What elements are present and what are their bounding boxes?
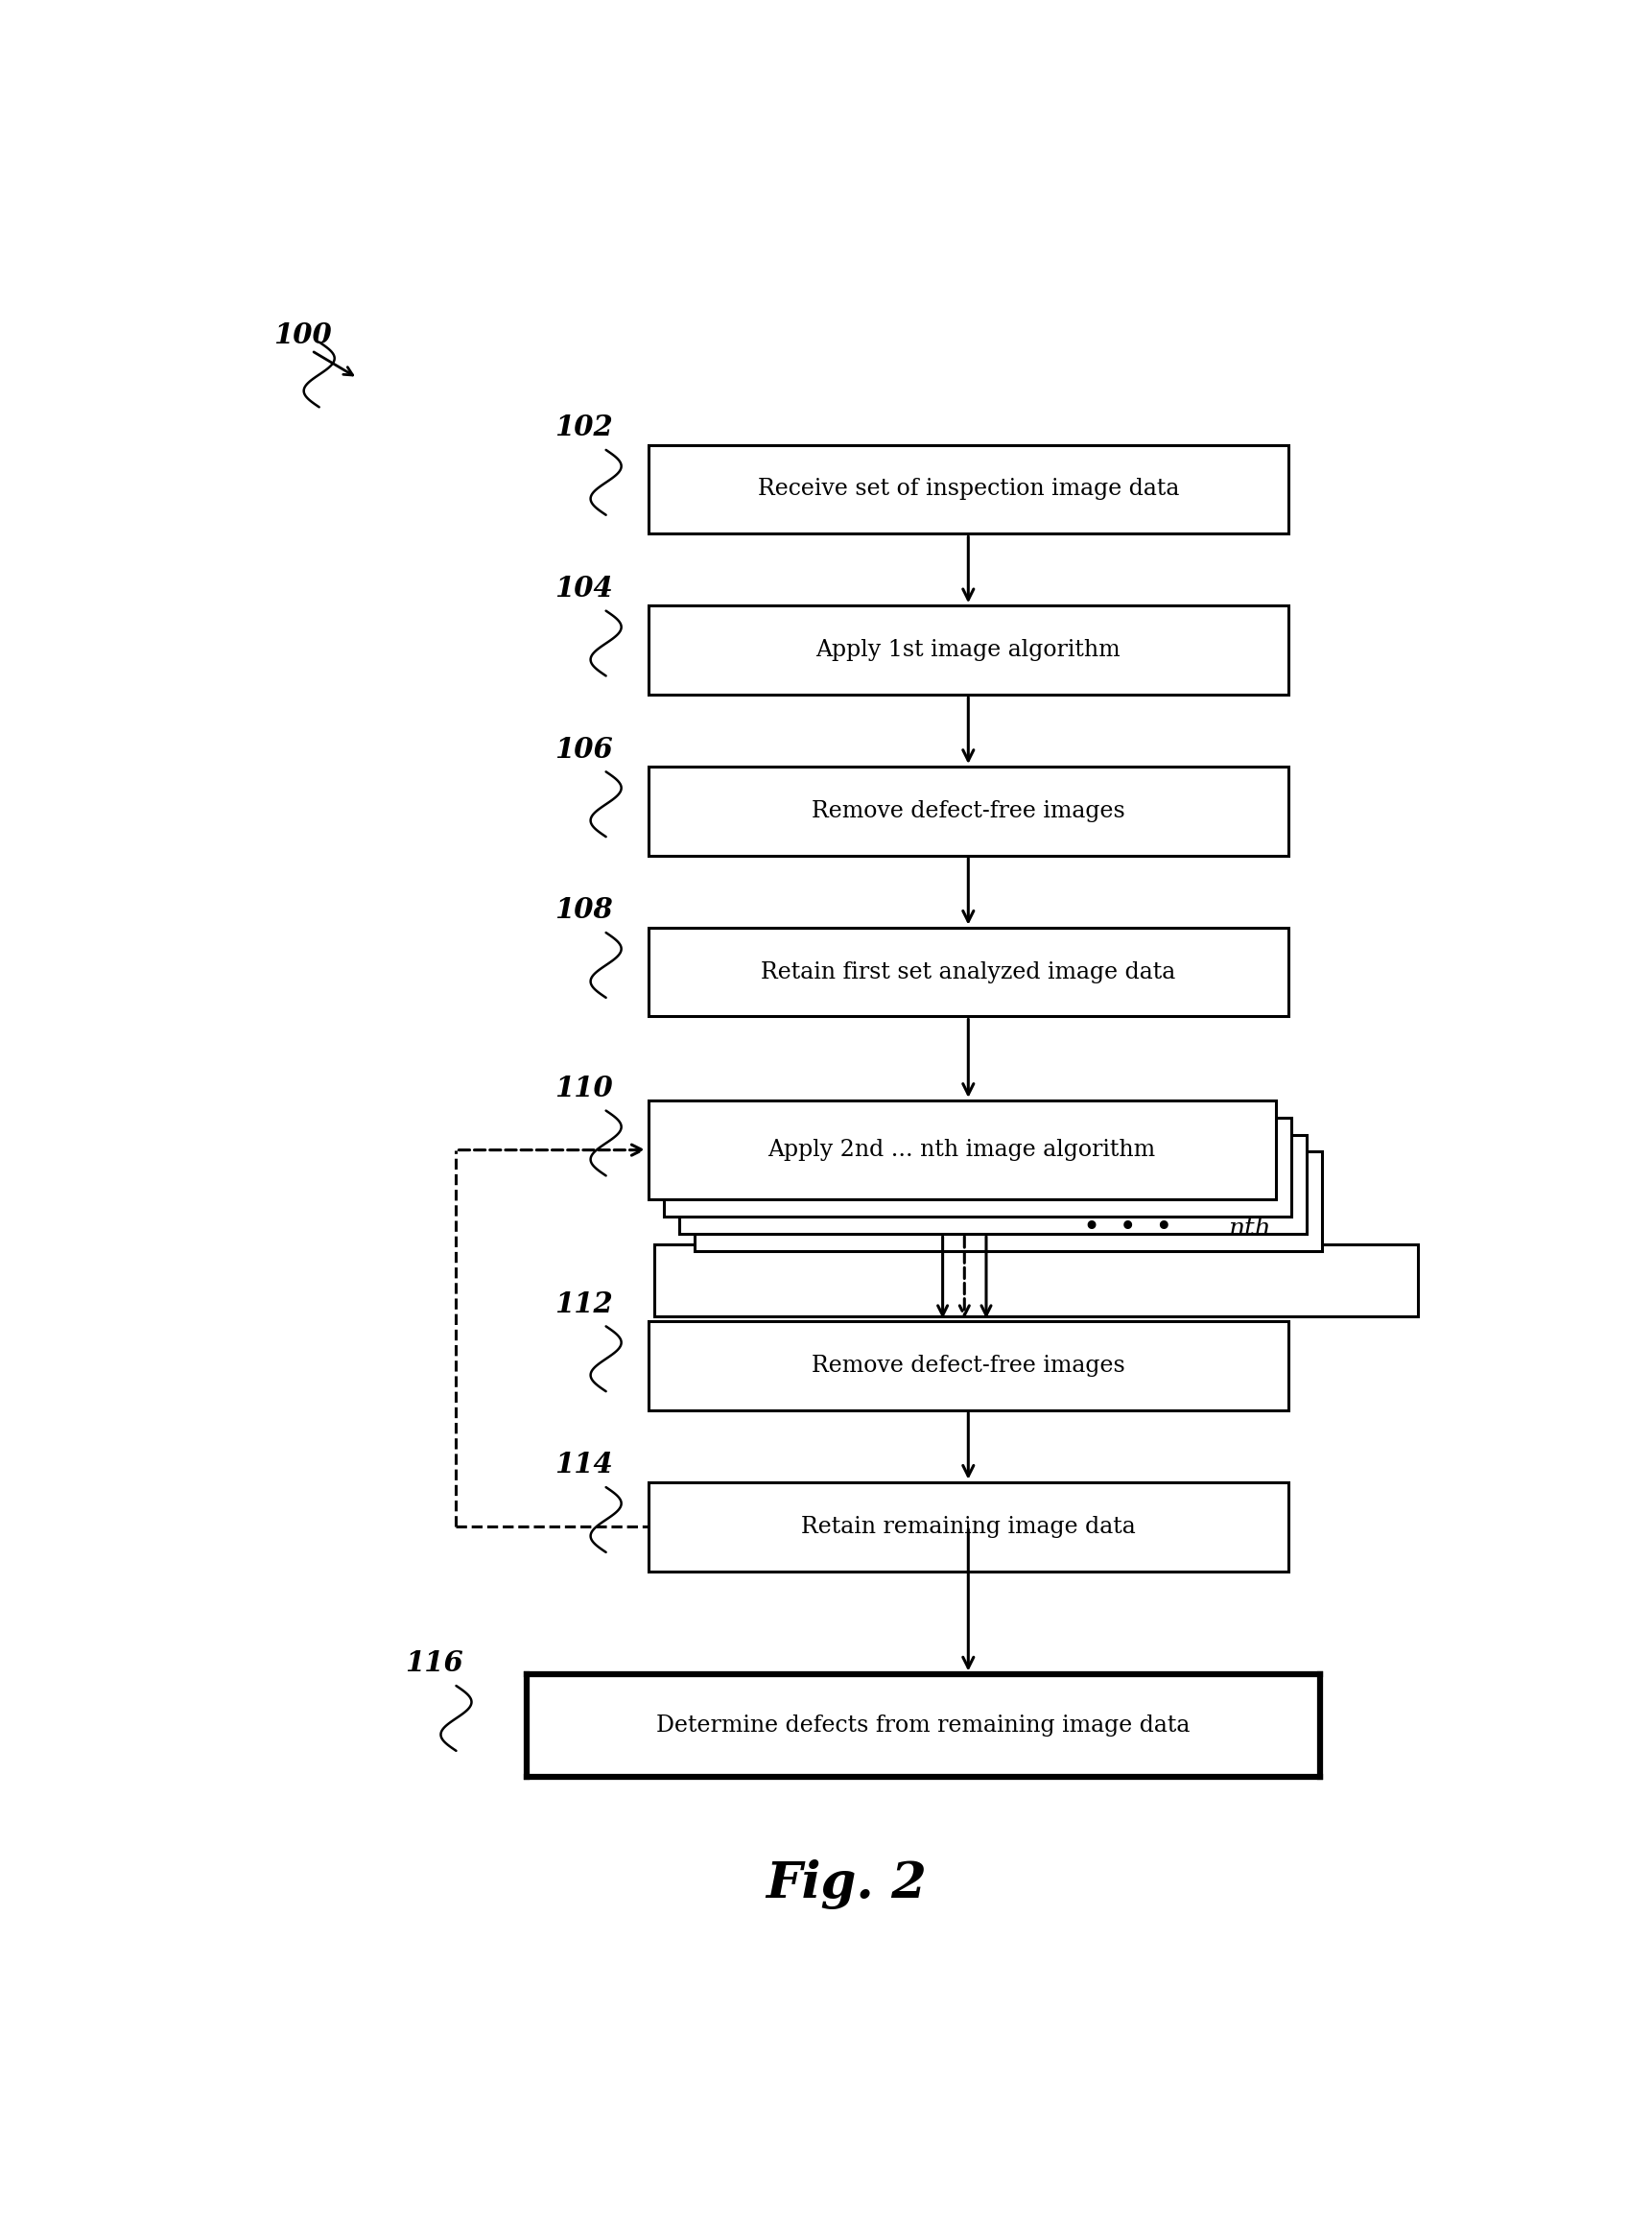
Text: 106: 106 (555, 736, 613, 762)
Bar (648, 927, 1289, 1016)
Bar (654, 1245, 1417, 1316)
Bar (648, 767, 1289, 856)
Text: Retain first set analyzed image data: Retain first set analyzed image data (762, 960, 1176, 983)
Bar (664, 1118, 1290, 1216)
Text: 102: 102 (555, 413, 613, 442)
Text: 112: 112 (555, 1289, 613, 1318)
Text: 108: 108 (555, 896, 613, 925)
Text: nth: nth (1229, 1216, 1272, 1240)
Bar (694, 1152, 1322, 1252)
Bar (648, 1320, 1289, 1409)
Text: Remove defect-free images: Remove defect-free images (811, 1354, 1125, 1376)
Bar (527, 1674, 1320, 1776)
Text: 114: 114 (555, 1452, 613, 1478)
Text: Receive set of inspection image data: Receive set of inspection image data (758, 478, 1180, 500)
Text: •  •  •: • • • (1084, 1214, 1173, 1243)
Text: Retain remaining image data: Retain remaining image data (801, 1516, 1135, 1538)
Bar (648, 605, 1289, 694)
Text: 110: 110 (555, 1074, 613, 1103)
Text: 116: 116 (405, 1649, 464, 1678)
Text: 100: 100 (273, 322, 332, 349)
Text: Determine defects from remaining image data: Determine defects from remaining image d… (656, 1714, 1191, 1736)
Bar (648, 1100, 1275, 1200)
Text: Fig. 2: Fig. 2 (767, 1858, 927, 1910)
Bar (648, 445, 1289, 534)
Bar (648, 1483, 1289, 1572)
Text: Apply 2nd ... nth image algorithm: Apply 2nd ... nth image algorithm (768, 1138, 1156, 1160)
Text: Apply 1st image algorithm: Apply 1st image algorithm (816, 640, 1120, 660)
Text: 104: 104 (555, 576, 613, 602)
Bar (679, 1134, 1307, 1234)
Text: Remove defect-free images: Remove defect-free images (811, 800, 1125, 823)
